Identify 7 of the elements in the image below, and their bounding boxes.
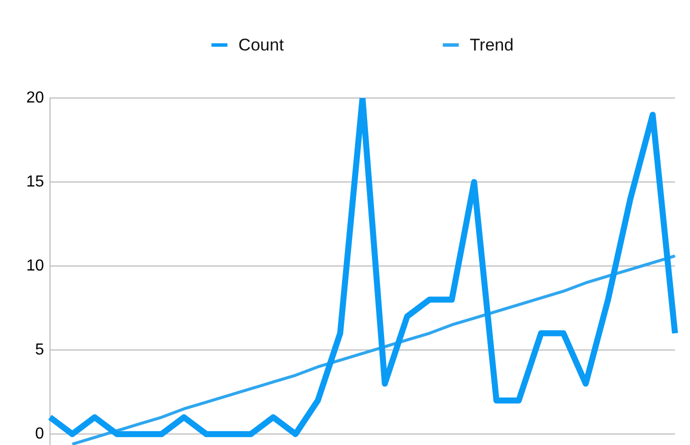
- y-tick-label: 0: [35, 425, 44, 442]
- y-tick-label: 20: [26, 89, 44, 106]
- legend-label: Trend: [470, 36, 514, 55]
- y-tick-label: 10: [26, 257, 44, 274]
- y-tick-label: 5: [35, 341, 44, 358]
- legend-label: Count: [238, 36, 284, 55]
- y-tick-label: 15: [26, 173, 44, 190]
